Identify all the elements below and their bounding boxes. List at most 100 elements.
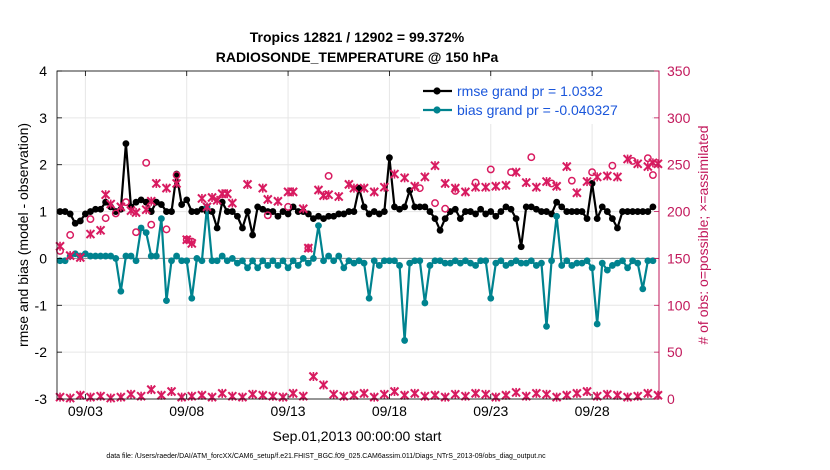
rmse-point xyxy=(451,205,459,213)
obs-assimilated-marker xyxy=(146,196,156,206)
bias-point xyxy=(279,257,287,265)
bias-point xyxy=(502,262,510,269)
obs-assimilated-marker xyxy=(389,169,400,179)
bias-point xyxy=(335,252,343,260)
rmse-point xyxy=(315,212,322,220)
obs-assimilated-marker xyxy=(126,389,136,400)
rmse-point xyxy=(462,208,469,215)
obs-assimilated-marker xyxy=(106,199,116,209)
obs-assimilated-marker xyxy=(622,154,633,164)
rmse-point xyxy=(380,208,388,215)
rmse-point xyxy=(320,215,327,223)
rmse-point xyxy=(441,215,449,223)
bias-point xyxy=(178,257,186,265)
obs-assimilated-marker xyxy=(116,202,126,212)
bias-point xyxy=(512,257,520,265)
obs-assimilated-marker xyxy=(653,390,663,400)
bias-point xyxy=(472,262,479,269)
rmse-point xyxy=(436,226,444,234)
rmse-point xyxy=(563,208,571,215)
y-right-tick-label: 250 xyxy=(667,157,691,173)
bias-point xyxy=(411,257,419,265)
rmse-point xyxy=(233,212,241,220)
bias-point xyxy=(619,257,626,265)
rmse-point xyxy=(66,210,74,218)
rmse-point xyxy=(188,208,196,215)
legend: rmse grand pr = 1.0332 bias grand pr = -… xyxy=(420,80,652,124)
obs-assimilated-marker xyxy=(146,384,156,395)
y-right-tick-label: 300 xyxy=(667,110,691,126)
obs-assimilated-marker xyxy=(582,386,592,397)
rmse-point xyxy=(527,203,535,211)
obs-assimilated-marker xyxy=(491,181,501,191)
bias-point xyxy=(365,294,373,302)
obs-count-layer xyxy=(55,153,663,403)
rmse-point xyxy=(335,210,343,218)
obs-possible-marker xyxy=(527,153,536,162)
rmse-point xyxy=(132,198,140,206)
obs-possible-marker xyxy=(507,168,515,177)
rmse-point xyxy=(614,224,621,232)
bias-point xyxy=(122,252,130,260)
rmse-point xyxy=(360,203,368,211)
bias-point xyxy=(426,262,434,269)
rmse-point xyxy=(487,208,495,215)
bias-point xyxy=(112,255,120,262)
bias-point xyxy=(588,264,596,272)
obs-assimilated-marker xyxy=(491,392,501,402)
obs-assimilated-marker xyxy=(430,390,440,400)
rmse-point xyxy=(553,198,561,206)
obs-assimilated-marker xyxy=(612,172,623,182)
obs-assimilated-marker xyxy=(410,388,420,399)
rmse-point xyxy=(350,208,358,215)
bias-point xyxy=(492,259,500,267)
obs-assimilated-marker xyxy=(106,393,116,403)
rmse-point xyxy=(396,205,403,213)
rmse-point xyxy=(629,208,637,215)
obs-assimilated-marker xyxy=(551,181,562,191)
obs-assimilated-marker xyxy=(166,386,177,397)
obs-assimilated-marker xyxy=(572,188,582,198)
obs-possible-marker xyxy=(263,211,272,220)
obs-assimilated-marker xyxy=(420,172,430,182)
rmse-point xyxy=(416,203,424,211)
rmse-point xyxy=(137,196,145,204)
obs-assimilated-marker xyxy=(75,390,86,400)
obs-assimilated-marker xyxy=(176,392,187,402)
obs-assimilated-marker xyxy=(379,389,390,400)
bias-point xyxy=(497,257,505,265)
bias-point xyxy=(56,257,64,265)
bias-point xyxy=(456,259,464,267)
obs-assimilated-marker xyxy=(65,250,75,261)
rmse-point xyxy=(340,210,348,218)
rmse-point xyxy=(228,208,236,215)
bias-point xyxy=(517,259,525,267)
rmse-point xyxy=(421,203,429,211)
rmse-point xyxy=(608,215,616,223)
obs-assimilated-marker xyxy=(562,390,572,400)
rmse-point xyxy=(391,203,398,211)
bias-point xyxy=(183,257,191,265)
bias-point xyxy=(239,257,246,265)
obs-assimilated-marker xyxy=(288,187,298,197)
bias-point xyxy=(538,259,545,267)
bias-point xyxy=(188,294,196,302)
obs-assimilated-marker xyxy=(562,161,572,172)
obs-assimilated-marker xyxy=(602,389,613,400)
bias-point xyxy=(244,264,251,272)
rmse-point xyxy=(254,203,262,211)
legend-rmse-marker xyxy=(433,87,441,95)
obs-possible-marker xyxy=(132,228,141,237)
rmse-point xyxy=(502,203,510,211)
rmse-point xyxy=(456,215,464,223)
obs-possible-marker xyxy=(121,198,130,207)
y-tick-label: -2 xyxy=(35,344,48,360)
rmse-point xyxy=(472,210,479,218)
obs-assimilated-marker xyxy=(633,159,643,169)
rmse-point xyxy=(81,210,89,218)
rmse-point xyxy=(76,217,84,225)
obs-assimilated-marker xyxy=(359,388,369,399)
obs-assimilated-marker xyxy=(551,392,562,402)
y-axis-right: 0 50 100 150 200 250 300 350 xyxy=(654,63,691,407)
bias-point xyxy=(92,252,99,260)
